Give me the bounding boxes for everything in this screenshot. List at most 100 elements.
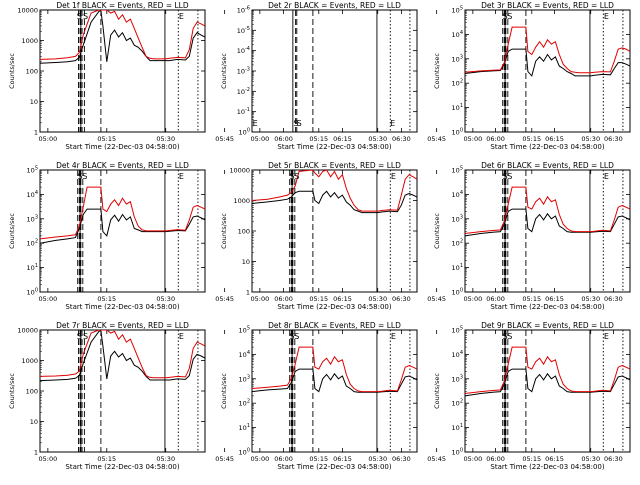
series-line-lld bbox=[40, 10, 205, 60]
series-line-lld bbox=[252, 346, 417, 393]
annotation-marker: E bbox=[604, 172, 609, 181]
plot-area bbox=[465, 10, 630, 132]
chart-title: Det 4r BLACK = Events, RED = LLD bbox=[56, 161, 189, 170]
x-axis-label: Start Time (22-Dec-03 04:58:00) bbox=[490, 143, 604, 151]
y-axis-label: Counts/sec bbox=[8, 53, 16, 89]
series-line-events bbox=[252, 190, 417, 214]
x-tick-label: 05:00 bbox=[463, 295, 482, 303]
y-axis-label: Counts/sec bbox=[433, 53, 441, 89]
panel-1: Det 1f BLACK = Events, RED = LLD 05:00 05:… bbox=[8, 1, 411, 151]
chart-title: Det 3r BLACK = Events, RED = LLD bbox=[481, 1, 614, 10]
annotation-marker: S bbox=[78, 172, 83, 181]
y-tick-label: 100 bbox=[452, 448, 463, 457]
annotation-marker: E bbox=[179, 172, 184, 181]
chart-title: Det 8r BLACK = Events, RED = LLD bbox=[268, 321, 401, 330]
y-tick-label: 100 bbox=[27, 288, 38, 297]
series-line-events bbox=[465, 368, 630, 397]
x-tick-label: 05:15 bbox=[522, 295, 541, 303]
series-line-events bbox=[40, 330, 205, 382]
x-tick-label: 06:00 bbox=[486, 455, 505, 463]
x-axis-label: Start Time (22-Dec-03 04:58:00) bbox=[490, 303, 604, 311]
series-line-lld bbox=[465, 346, 630, 394]
x-tick-label: 06:00 bbox=[486, 135, 505, 143]
x-tick-label: 06:00 bbox=[274, 135, 293, 143]
y-tick-label: 100 bbox=[239, 128, 250, 137]
chart-title: Det 9r BLACK = Events, RED = LLD bbox=[481, 321, 614, 330]
y-tick-label: 104 bbox=[452, 190, 463, 199]
x-tick-label: 05:15 bbox=[309, 295, 328, 303]
y-tick-label: 103 bbox=[452, 214, 463, 223]
y-tick-label: 104 bbox=[452, 350, 463, 359]
y-tick-label: 103 bbox=[452, 374, 463, 383]
x-tick-label: 06:00 bbox=[274, 455, 293, 463]
chart-title: Det 7r BLACK = Events, RED = LLD bbox=[56, 321, 189, 330]
x-axis-label: Start Time (22-Dec-03 04:58:00) bbox=[490, 463, 604, 471]
y-axis-label: Counts/sec bbox=[8, 213, 16, 249]
x-tick-label: 05:15 bbox=[309, 455, 328, 463]
chart-title: Det 6r BLACK = Events, RED = LLD bbox=[481, 161, 614, 170]
x-tick-label: 05:30 bbox=[581, 135, 600, 143]
y-tick-label: 105 bbox=[452, 6, 463, 15]
plot-area bbox=[465, 330, 630, 452]
x-axis-label: Start Time (22-Dec-03 04:58:00) bbox=[65, 303, 179, 311]
panel-5: Det 5r BLACK = Events, RED = LLD 05:00 05:… bbox=[220, 161, 623, 311]
y-tick-label: 105 bbox=[452, 166, 463, 175]
y-tick-label: 10-3 bbox=[237, 67, 250, 76]
x-tick-label: 06:15 bbox=[545, 135, 564, 143]
plot-area bbox=[465, 170, 630, 292]
plot-frame bbox=[251, 329, 418, 453]
x-tick-label: 05:15 bbox=[522, 455, 541, 463]
y-axis-label: Counts/sec bbox=[433, 373, 441, 409]
x-tick-label: 05:15 bbox=[97, 455, 116, 463]
x-tick-label: 06:00 bbox=[486, 295, 505, 303]
y-tick-label: 10 bbox=[30, 418, 38, 426]
y-tick-label: 102 bbox=[452, 239, 463, 248]
y-tick-label: 104 bbox=[452, 30, 463, 39]
plot-frame bbox=[464, 329, 631, 453]
series-line-lld bbox=[40, 330, 205, 379]
x-tick-label: 06:15 bbox=[333, 295, 352, 303]
plot-area bbox=[40, 10, 205, 132]
y-tick-label: 102 bbox=[452, 399, 463, 408]
plot-frame bbox=[464, 169, 631, 293]
annotation-marker: S bbox=[507, 332, 512, 341]
y-tick-label: 1 bbox=[34, 449, 38, 457]
y-tick-label: 102 bbox=[239, 399, 250, 408]
y-tick-label: 104 bbox=[239, 350, 250, 359]
series-line-lld bbox=[252, 170, 417, 212]
x-tick-label: 05:15 bbox=[309, 135, 328, 143]
y-axis-label: Counts/sec bbox=[220, 53, 228, 89]
y-tick-label: 100 bbox=[26, 388, 38, 396]
y-tick-label: 100 bbox=[239, 448, 250, 457]
x-tick-label: 05:00 bbox=[250, 135, 269, 143]
series-line-events bbox=[465, 48, 630, 77]
series-line-events bbox=[465, 208, 630, 237]
x-tick-label: 06:00 bbox=[274, 295, 293, 303]
plot-area bbox=[40, 170, 205, 292]
x-tick-label: 06:15 bbox=[545, 455, 564, 463]
plot-frame bbox=[39, 169, 206, 293]
x-tick-label: 05:30 bbox=[368, 295, 387, 303]
panel-4: Det 4r BLACK = Events, RED = LLD 05:00 05:… bbox=[8, 161, 411, 311]
x-tick-label: 05:30 bbox=[156, 295, 175, 303]
panel-2: Det 2r BLACK = Events, RED = LLD 05:00 05:… bbox=[220, 1, 623, 151]
annotation-marker: E bbox=[390, 119, 395, 128]
x-tick-label: 05:45 bbox=[427, 295, 446, 303]
y-tick-label: 10-4 bbox=[237, 46, 250, 55]
series-line-events bbox=[252, 368, 417, 393]
y-axis-label: Counts/sec bbox=[8, 373, 16, 409]
x-tick-label: 05:30 bbox=[156, 455, 175, 463]
y-tick-label: 105 bbox=[452, 326, 463, 335]
x-tick-label: 06:30 bbox=[392, 455, 411, 463]
y-tick-label: 100 bbox=[238, 228, 250, 236]
y-tick-label: 103 bbox=[452, 54, 463, 63]
y-tick-label: 1000 bbox=[21, 357, 38, 365]
annotation-marker: S bbox=[294, 172, 299, 181]
annotation-marker: S bbox=[290, 332, 295, 341]
y-tick-label: 104 bbox=[27, 190, 38, 199]
x-tick-label: 05:00 bbox=[38, 135, 57, 143]
x-tick-label: 05:00 bbox=[463, 455, 482, 463]
plot-area bbox=[40, 330, 205, 452]
y-tick-label: 100 bbox=[452, 128, 463, 137]
